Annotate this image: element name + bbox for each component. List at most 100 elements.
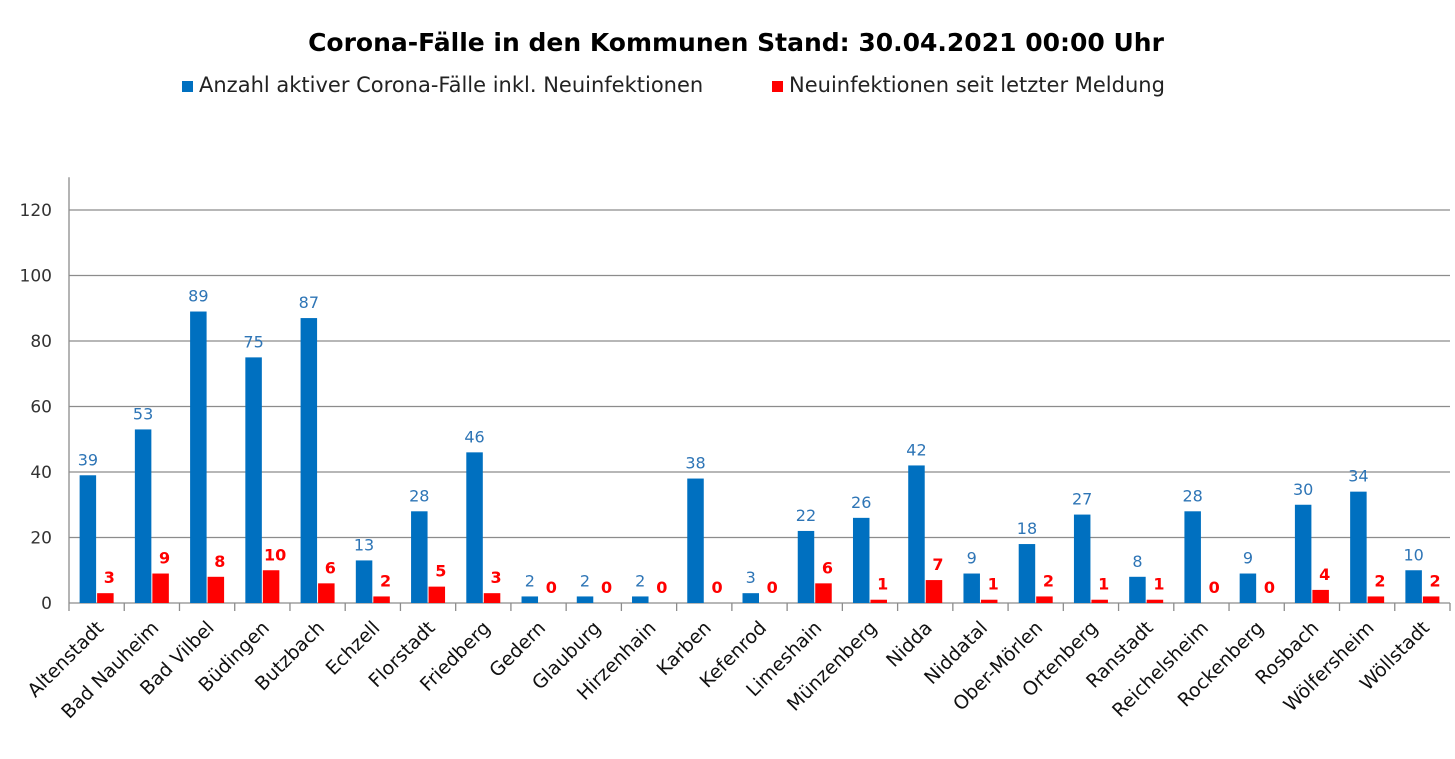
data-label-new-infections: 0 <box>711 578 722 597</box>
data-label-new-infections: 9 <box>159 549 170 568</box>
data-label-active-cases: 38 <box>685 454 705 473</box>
data-label-active-cases: 89 <box>188 287 208 306</box>
legend-swatch <box>772 81 783 92</box>
bar-active-cases <box>1184 511 1201 603</box>
data-label-new-infections: 2 <box>1043 571 1054 590</box>
data-label-active-cases: 27 <box>1072 490 1092 509</box>
data-label-new-infections: 4 <box>1319 565 1330 584</box>
data-label-active-cases: 9 <box>1243 549 1253 568</box>
bar-active-cases <box>521 596 539 603</box>
bar-new-infections <box>870 599 887 603</box>
bar-active-cases <box>466 452 483 603</box>
data-label-new-infections: 0 <box>656 578 667 597</box>
data-label-active-cases: 30 <box>1293 480 1313 499</box>
bar-new-infections <box>318 583 335 603</box>
data-label-new-infections: 2 <box>1430 571 1441 590</box>
data-label-active-cases: 26 <box>851 493 871 512</box>
data-label-active-cases: 2 <box>635 571 645 590</box>
y-tick-label: 60 <box>30 398 52 418</box>
bar-new-infections <box>428 586 446 603</box>
bar-active-cases <box>134 429 152 603</box>
bar-active-cases <box>576 596 594 603</box>
data-label-active-cases: 8 <box>1132 552 1142 571</box>
data-label-new-infections: 1 <box>988 575 999 594</box>
bar-new-infections <box>97 593 114 603</box>
data-label-active-cases: 53 <box>133 404 153 423</box>
bar-active-cases <box>79 475 97 603</box>
bar-active-cases <box>300 318 318 603</box>
bar-active-cases <box>742 593 759 603</box>
bar-active-cases <box>1129 576 1146 603</box>
data-label-new-infections: 3 <box>104 568 115 587</box>
y-tick-label: 0 <box>41 594 52 614</box>
bar-new-infections <box>1146 599 1164 603</box>
bars-layer <box>79 311 1440 603</box>
data-label-active-cases: 28 <box>409 486 429 505</box>
bar-new-infections <box>815 583 832 603</box>
data-label-new-infections: 3 <box>490 568 501 587</box>
data-label-new-infections: 0 <box>1209 578 1220 597</box>
bar-active-cases <box>1073 514 1091 603</box>
data-label-active-cases: 10 <box>1403 545 1423 564</box>
bar-active-cases <box>355 560 373 603</box>
y-tick-label: 40 <box>30 463 52 483</box>
legend-label: Neuinfektionen seit letzter Meldung <box>789 73 1165 97</box>
y-tick-label: 20 <box>30 529 52 549</box>
y-tick-label: 80 <box>30 332 52 352</box>
data-label-new-infections: 8 <box>214 552 225 571</box>
data-label-active-cases: 3 <box>746 568 756 587</box>
bar-active-cases <box>852 517 870 603</box>
bar-active-cases <box>245 357 262 603</box>
data-label-new-infections: 0 <box>601 578 612 597</box>
data-label-active-cases: 13 <box>354 535 374 554</box>
data-label-new-infections: 6 <box>822 558 833 577</box>
data-label-new-infections: 0 <box>546 578 557 597</box>
data-label-new-infections: 1 <box>1153 575 1164 594</box>
data-label-active-cases: 28 <box>1182 486 1202 505</box>
x-tick-label: Nidda <box>882 617 937 672</box>
data-label-new-infections: 0 <box>1264 578 1275 597</box>
data-label-active-cases: 22 <box>796 506 816 525</box>
data-label-active-cases: 75 <box>243 332 263 351</box>
data-label-new-infections: 0 <box>767 578 778 597</box>
bar-new-infections <box>373 596 390 603</box>
data-label-active-cases: 2 <box>580 571 590 590</box>
data-label-new-infections: 2 <box>380 571 391 590</box>
data-label-new-infections: 1 <box>877 575 888 594</box>
bar-active-cases <box>1239 573 1257 603</box>
bar-new-infections <box>1367 596 1385 603</box>
data-label-new-infections: 7 <box>932 555 943 574</box>
bar-new-infections <box>1036 596 1053 603</box>
bar-active-cases <box>632 596 649 603</box>
bar-active-cases <box>687 478 704 603</box>
bar-new-infections <box>483 593 501 603</box>
x-tick-label: Reichelsheim <box>1108 617 1213 722</box>
legend-label: Anzahl aktiver Corona-Fälle inkl. Neuinf… <box>199 73 703 97</box>
chart-legend: Anzahl aktiver Corona-Fälle inkl. Neuinf… <box>182 73 1165 97</box>
y-tick-label: 100 <box>20 267 52 287</box>
bar-new-infections <box>207 576 225 603</box>
chart-title: Corona-Fälle in den Kommunen Stand: 30.0… <box>308 28 1164 57</box>
bar-active-cases <box>411 511 428 603</box>
data-label-active-cases: 9 <box>967 549 977 568</box>
data-label-new-infections: 2 <box>1374 571 1385 590</box>
data-label-active-cases: 2 <box>525 571 535 590</box>
bar-active-cases <box>1294 504 1312 603</box>
data-label-active-cases: 34 <box>1348 467 1368 486</box>
data-label-new-infections: 5 <box>435 562 446 581</box>
data-label-active-cases: 46 <box>464 427 484 446</box>
bar-new-infections <box>980 599 998 603</box>
data-label-new-infections: 1 <box>1098 575 1109 594</box>
bar-active-cases <box>1018 544 1036 603</box>
data-label-active-cases: 18 <box>1017 519 1037 538</box>
bar-active-cases <box>908 465 925 603</box>
bar-active-cases <box>963 573 980 603</box>
bar-active-cases <box>190 311 207 603</box>
data-label-active-cases: 39 <box>78 450 98 469</box>
bar-new-infections <box>152 573 169 603</box>
y-tick-label: 120 <box>20 201 52 221</box>
